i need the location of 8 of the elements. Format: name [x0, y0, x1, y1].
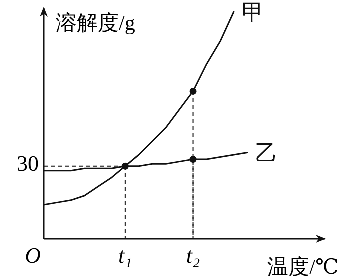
text: 30	[17, 151, 39, 176]
series-label: 乙	[256, 140, 278, 166]
y-axis-title: 溶解度/g	[56, 11, 136, 35]
series-label: 甲	[242, 0, 264, 25]
text: O	[25, 243, 42, 268]
x-axis-title: 温度/℃	[268, 255, 339, 279]
x-tick-label: t₁	[118, 243, 132, 268]
x-tick-label: t₂	[186, 243, 200, 268]
